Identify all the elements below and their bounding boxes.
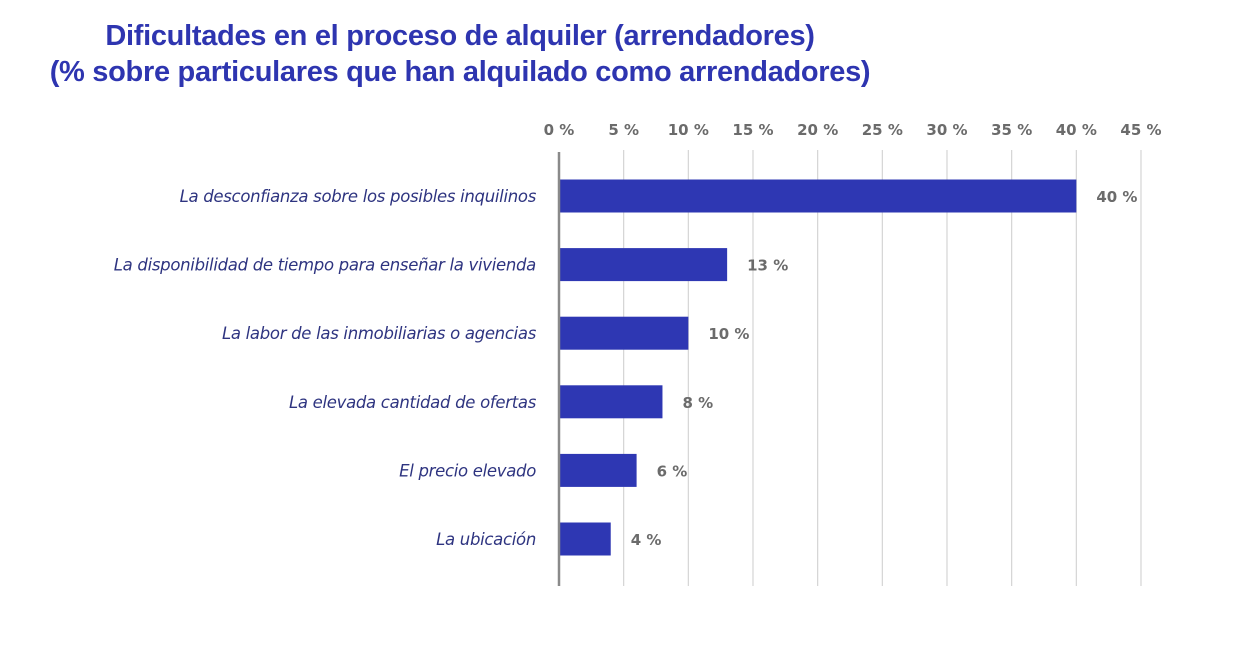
data-label: 40 % (1096, 188, 1137, 206)
data-label: 6 % (657, 462, 688, 480)
bar (560, 522, 611, 556)
data-label: 10 % (708, 325, 749, 343)
x-tick-label: 30 % (926, 121, 967, 139)
category-labels: La desconfianza sobre los posibles inqui… (114, 187, 537, 549)
data-label: 4 % (631, 531, 662, 549)
chart-title: Dificultades en el proceso de alquiler (… (0, 18, 920, 90)
x-axis-tick-labels: 0 % 5 % 10 % 15 % 20 % 25 % 30 % 35 % 40 % 45 % (544, 121, 1162, 139)
x-tick-label: 45 % (1120, 121, 1161, 139)
bars (560, 179, 1077, 556)
data-label: 8 % (682, 394, 713, 412)
x-tick-label: 40 % (1056, 121, 1097, 139)
value-labels: 40 % 13 % 10 % 8 % 6 % 4 % (631, 188, 1138, 549)
data-label: 13 % (747, 257, 788, 275)
x-tick-label: 10 % (668, 121, 709, 139)
x-tick-label: 0 % (544, 121, 575, 139)
x-tick-label: 20 % (797, 121, 838, 139)
chart-title-line-1: Dificultades en el proceso de alquiler (… (105, 20, 815, 52)
chart-title-line-2: (% sobre particulares que han alquilado … (49, 56, 871, 88)
category-label: La labor de las inmobiliarias o agencias (222, 324, 537, 343)
x-tick-label: 5 % (608, 121, 639, 139)
bar (560, 179, 1077, 213)
bar (560, 385, 663, 419)
gridlines (623, 150, 1142, 586)
category-label: La desconfianza sobre los posibles inqui… (180, 187, 537, 206)
category-label: El precio elevado (399, 461, 536, 480)
x-tick-label: 25 % (862, 121, 903, 139)
bar (560, 248, 728, 282)
bar (560, 316, 689, 350)
category-label: La disponibilidad de tiempo para enseñar… (114, 256, 536, 275)
x-tick-label: 35 % (991, 121, 1032, 139)
bar (560, 453, 637, 487)
category-label: La elevada cantidad de ofertas (289, 393, 537, 412)
x-tick-label: 15 % (732, 121, 773, 139)
category-label: La ubicación (436, 530, 536, 549)
